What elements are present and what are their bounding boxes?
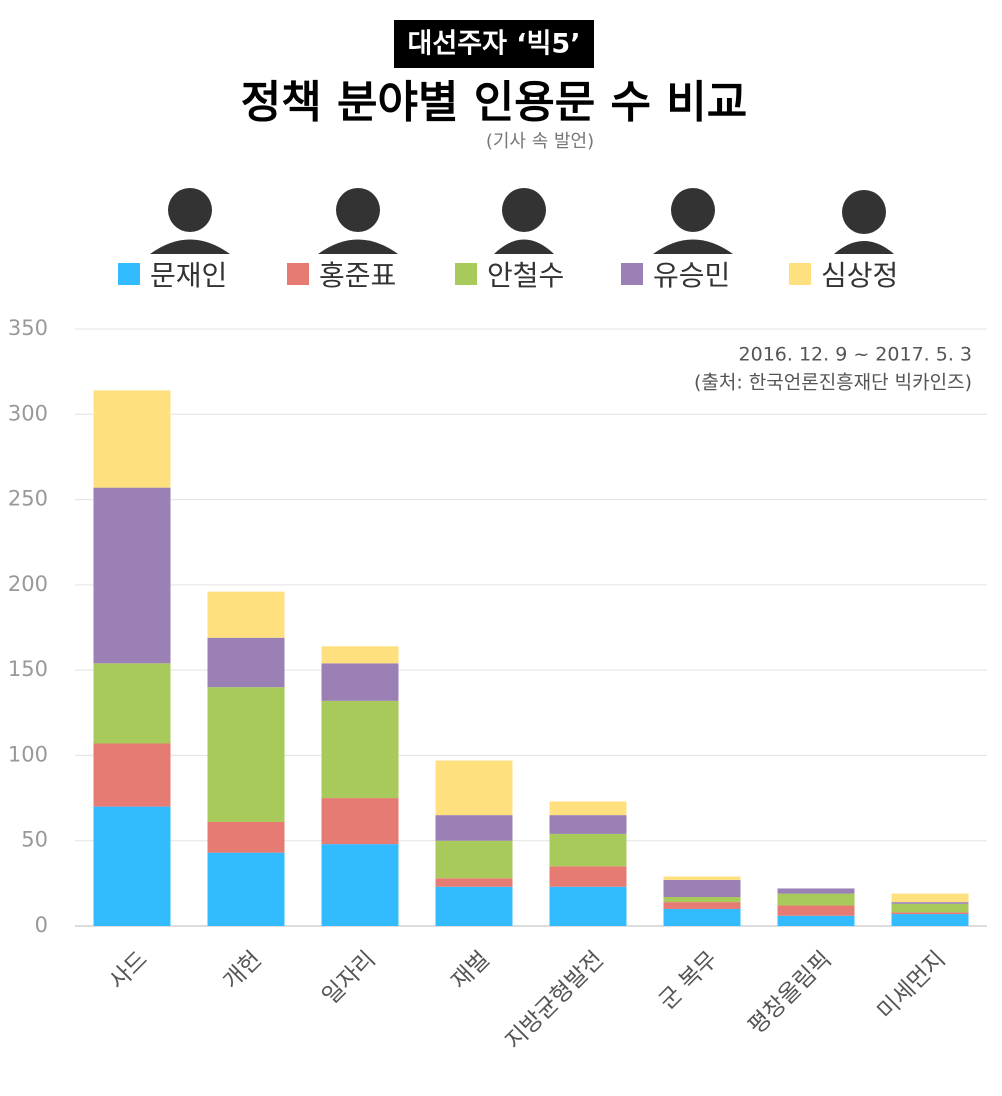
portrait: [150, 239, 230, 254]
annotation: (출처: 한국언론진흥재단 빅카인즈): [694, 372, 972, 394]
bar-segment: [549, 866, 627, 887]
y-tick-label: 350: [8, 316, 48, 340]
bar-segment: [435, 886, 513, 926]
bar-segment: [663, 908, 741, 926]
bar-segment: [321, 798, 399, 845]
portrait: [834, 241, 894, 254]
legend-label: 문재인: [150, 259, 227, 292]
bar-segment: [891, 902, 969, 904]
bar-segment: [207, 852, 285, 926]
legend-label: 홍준표: [319, 259, 396, 292]
y-tick-label: 150: [8, 657, 48, 681]
bar-segment: [207, 687, 285, 822]
chart-title: 정책 분야별 인용문 수 비교: [241, 77, 748, 128]
bar-segment: [549, 815, 627, 834]
bar-segment: [891, 903, 969, 913]
portrait: [653, 239, 733, 254]
x-tick-label: 개헌: [219, 946, 267, 994]
bar-segment: [663, 879, 741, 898]
bar-segment: [435, 815, 513, 841]
bar-segment: [321, 844, 399, 926]
title-badge: [394, 20, 594, 68]
x-tick-label: 미세먼지: [873, 946, 951, 1024]
chart-subtitle: (기사 속 발언): [486, 131, 594, 152]
bar-segment: [93, 743, 171, 807]
portrait: [671, 188, 715, 232]
legend-swatch: [287, 263, 309, 285]
legend-swatch: [789, 263, 811, 285]
chart-badge: 대선주자 ‘빅5’: [408, 29, 581, 60]
bar-segment: [777, 888, 855, 894]
x-tick-label: 일자리: [318, 946, 381, 1009]
legend-label: 심상정: [821, 259, 898, 292]
bar-segment: [891, 893, 969, 903]
bar-segment: [321, 700, 399, 799]
y-tick-label: 100: [8, 742, 48, 766]
x-tick-label: 재벌: [447, 946, 495, 994]
legend-swatch: [621, 263, 643, 285]
legend-swatch: [118, 263, 140, 285]
bar-segment: [207, 637, 285, 688]
portrait: [318, 239, 398, 254]
bar-segment: [891, 914, 969, 926]
y-tick-label: 300: [8, 401, 48, 425]
portrait: [336, 188, 380, 232]
bar-segment: [321, 646, 399, 664]
bar-segment: [93, 390, 171, 488]
legend-label: 안철수: [487, 259, 564, 292]
bar-segment: [93, 487, 171, 664]
y-tick-label: 0: [35, 913, 48, 937]
bar-segment: [93, 663, 171, 744]
legend-label: 유승민: [653, 259, 730, 292]
annotation: 2016. 12. 9 ~ 2017. 5. 3: [739, 344, 972, 366]
bar-segment: [777, 915, 855, 926]
bar-segment: [891, 912, 969, 915]
portraits: [150, 188, 894, 254]
bar-segment: [549, 886, 627, 926]
y-tick-label: 200: [8, 572, 48, 596]
bar-segment: [435, 840, 513, 879]
portrait: [842, 190, 886, 234]
bar-segment: [549, 833, 627, 867]
x-tick-label: 지방균형발전: [501, 946, 609, 1054]
x-tick-label: 군 복무: [654, 946, 722, 1014]
bar-segment: [207, 821, 285, 853]
x-tick-label: 평창올림픽: [744, 946, 837, 1039]
bar-segment: [549, 801, 627, 816]
bar-segment: [435, 878, 513, 887]
y-tick-label: 250: [8, 487, 48, 511]
y-tick-label: 50: [21, 828, 48, 852]
bar-segment: [663, 876, 741, 880]
portrait: [494, 239, 554, 254]
bar-segment: [93, 806, 171, 926]
portrait: [168, 188, 212, 232]
x-tick-label: 사드: [105, 946, 153, 994]
bar-segment: [435, 760, 513, 816]
bar-segment: [663, 897, 741, 903]
bar-segment: [777, 893, 855, 906]
bar-segment: [207, 591, 285, 638]
legend-swatch: [455, 263, 477, 285]
bar-segment: [663, 902, 741, 909]
portrait: [502, 188, 546, 232]
bar-segment: [321, 663, 399, 701]
bar-segment: [777, 905, 855, 916]
